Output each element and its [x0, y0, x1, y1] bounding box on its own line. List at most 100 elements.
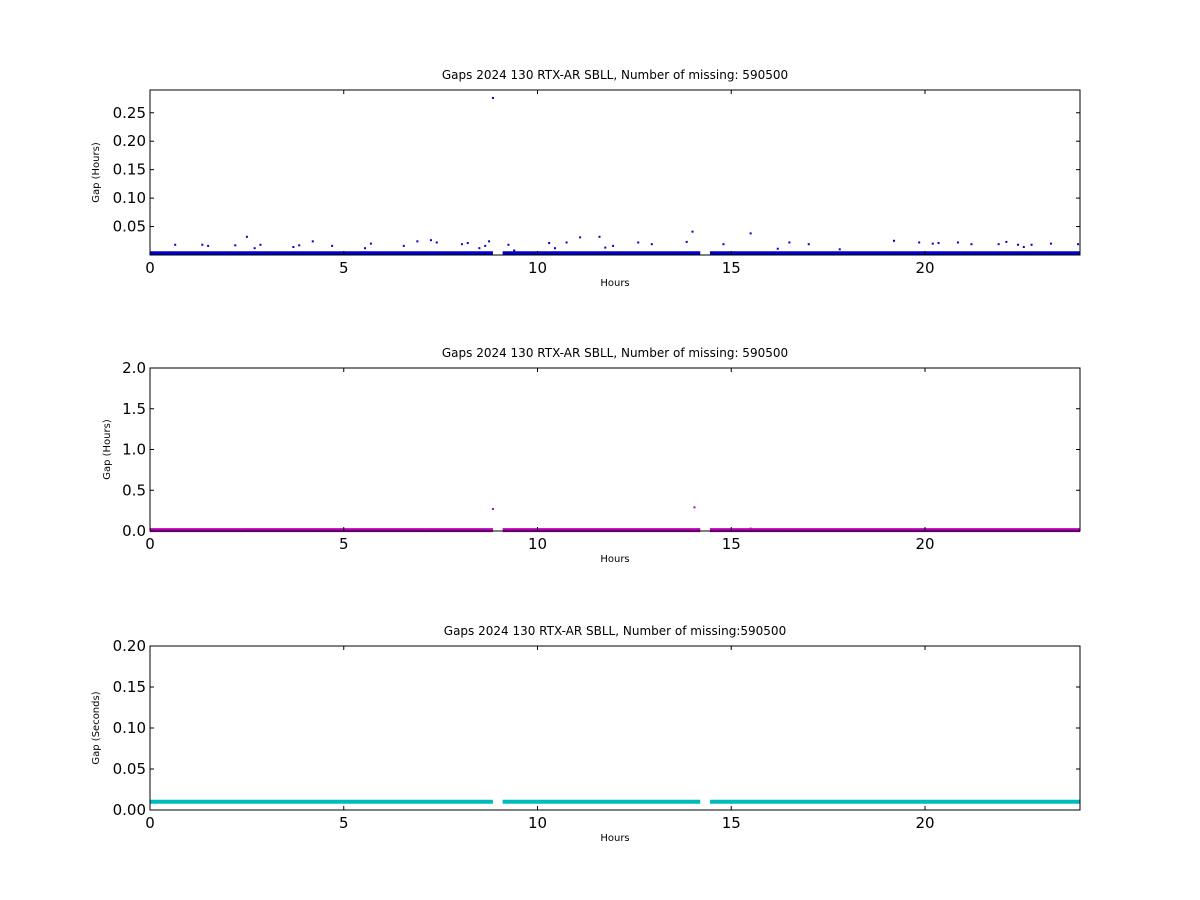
subplot-1-point-29: [579, 236, 582, 239]
subplot-1-point-3: [207, 244, 210, 247]
subplot-1-point-55: [1077, 243, 1080, 246]
subplot-1-ytick-label-1: 0.05: [113, 218, 146, 236]
subplot-1-point-50: [1005, 240, 1008, 243]
subplot-1-xtick-label-4: 15: [722, 259, 741, 277]
subplot-2-point-8: [788, 528, 791, 531]
subplot-1-point-39: [776, 247, 779, 250]
subplot-1-point-54: [1049, 242, 1052, 245]
subplot-1-point-47: [956, 241, 959, 244]
subplot-3-xtick-label-5: 20: [915, 814, 934, 832]
subplot-1-point-37: [722, 243, 725, 246]
subplot-1-point-6: [253, 247, 256, 250]
subplot-1-point-14: [402, 244, 405, 247]
subplot-1-point-38: [749, 232, 752, 235]
subplot-1-point-44: [918, 241, 921, 244]
subplot-1-xtick-label-2: 5: [339, 259, 349, 277]
subplot-2-frame: [149, 367, 1081, 532]
subplot-1-point-11: [331, 244, 334, 247]
subplot-1-point-43: [893, 239, 895, 242]
subplot-1-point-23: [491, 96, 494, 99]
subplot-2-point-6: [693, 506, 696, 509]
subplot-3-ytick-label-4: 0.15: [113, 678, 146, 696]
subplot-1-point-7: [259, 243, 262, 246]
subplot-1-point-22: [488, 240, 491, 243]
subplot-2: Gaps 2024 130 RTX-AR SBLL, Number of mis…: [102, 346, 1081, 565]
subplot-1-point-52: [1022, 246, 1025, 249]
subplot-1-point-46: [937, 242, 940, 245]
subplot-1-point-8: [292, 246, 295, 249]
subplot-1-point-41: [807, 243, 810, 246]
subplot-3-title: Gaps 2024 130 RTX-AR SBLL, Number of mis…: [444, 624, 786, 638]
subplot-1-point-32: [612, 244, 615, 247]
subplot-3-ytick-label-5: 0.20: [113, 637, 146, 655]
subplot-2-title: Gaps 2024 130 RTX-AR SBLL, Number of mis…: [442, 346, 788, 360]
subplot-1-xlabel: Hours: [600, 278, 629, 289]
subplot-1-point-33: [637, 241, 640, 244]
subplot-1-point-18: [460, 243, 463, 246]
subplot-3-ytick-label-2: 0.05: [113, 760, 146, 778]
subplot-3-xlabel: Hours: [600, 833, 629, 844]
subplot-1-point-48: [970, 243, 973, 246]
subplot-1-point-34: [650, 243, 653, 246]
subplot-2-ylabel: Gap (Hours): [102, 419, 113, 480]
subplot-1-point-13: [369, 242, 372, 245]
subplot-1-xtick-label-1: 0: [145, 259, 155, 277]
subplot-1-point-12: [364, 247, 367, 250]
subplot-1-point-10: [311, 240, 314, 243]
subplot-2-xtick-label-2: 5: [339, 535, 349, 553]
subplot-3-ylabel: Gap (Seconds): [91, 691, 102, 764]
subplot-1-point-20: [478, 247, 481, 250]
subplot-3-xtick-label-3: 10: [528, 814, 547, 832]
subplot-1-point-51: [1017, 243, 1019, 246]
subplot-3: Gaps 2024 130 RTX-AR SBLL, Number of mis…: [91, 624, 1081, 844]
subplot-1-point-30: [598, 235, 601, 238]
subplot-1-ytick-label-2: 0.10: [113, 189, 146, 207]
subplot-1-title: Gaps 2024 130 RTX-AR SBLL, Number of mis…: [442, 68, 788, 82]
subplot-1-xtick-label-5: 20: [915, 259, 934, 277]
subplot-2-xtick-label-3: 10: [528, 535, 547, 553]
subplot-1-ylabel: Gap (Hours): [91, 142, 102, 203]
subplot-1-frame: [149, 89, 1081, 256]
subplot-2-ytick-label-1: 0.0: [122, 522, 146, 540]
subplot-3-xtick-label-1: 0: [145, 814, 155, 832]
subplot-3-ytick-label-3: 0.10: [113, 719, 146, 737]
subplot-1-point-28: [565, 241, 568, 244]
subplot-1-point-27: [553, 247, 556, 250]
subplot-1-ytick-label-5: 0.25: [113, 104, 146, 122]
subplot-1-point-5: [245, 235, 248, 238]
subplot-1-point-45: [931, 242, 934, 245]
subplot-2-xtick-label-4: 15: [722, 535, 741, 553]
subplot-1-point-40: [788, 241, 791, 244]
subplot-1-point-49: [997, 243, 1000, 246]
subplot-1-point-53: [1030, 243, 1033, 246]
subplot-2-point-5: [491, 507, 494, 510]
subplot-1-point-4: [234, 244, 237, 247]
subplot-2-point-9: [1049, 528, 1052, 531]
subplot-2-point-4: [429, 528, 432, 531]
subplot-2-ytick-label-4: 1.5: [122, 400, 146, 418]
subplot-3-xtick-label-4: 15: [722, 814, 741, 832]
subplot-1-point-36: [691, 230, 694, 233]
subplot-2-point-1: [245, 528, 248, 531]
subplot-1-point-26: [548, 242, 551, 245]
subplot-2-ytick-label-2: 0.5: [122, 481, 146, 499]
subplot-2-point-7: [749, 527, 752, 530]
subplot-1-ytick-label-3: 0.15: [113, 161, 146, 179]
subplot-1-point-21: [484, 244, 487, 247]
subplot-2-ytick-label-3: 1.0: [122, 441, 146, 459]
subplot-2-xtick-label-1: 0: [145, 535, 155, 553]
subplot-2-ytick-label-5: 2.0: [122, 359, 146, 377]
subplot-1-point-15: [416, 240, 419, 243]
subplot-3-frame: [149, 645, 1081, 811]
subplot-1-point-42: [838, 248, 841, 251]
subplot-1-point-19: [466, 242, 469, 245]
subplot-1-point-25: [513, 249, 516, 252]
subplot-2-point-2: [311, 528, 314, 531]
subplot-2-point-3: [416, 528, 419, 531]
subplot-3-ytick-label-1: 0.00: [113, 801, 146, 819]
subplot-1: Gaps 2024 130 RTX-AR SBLL, Number of mis…: [91, 68, 1081, 289]
subplot-1-point-17: [435, 241, 438, 244]
subplot-1-ytick-label-4: 0.20: [113, 132, 146, 150]
subplot-1-xtick-label-3: 10: [528, 259, 547, 277]
